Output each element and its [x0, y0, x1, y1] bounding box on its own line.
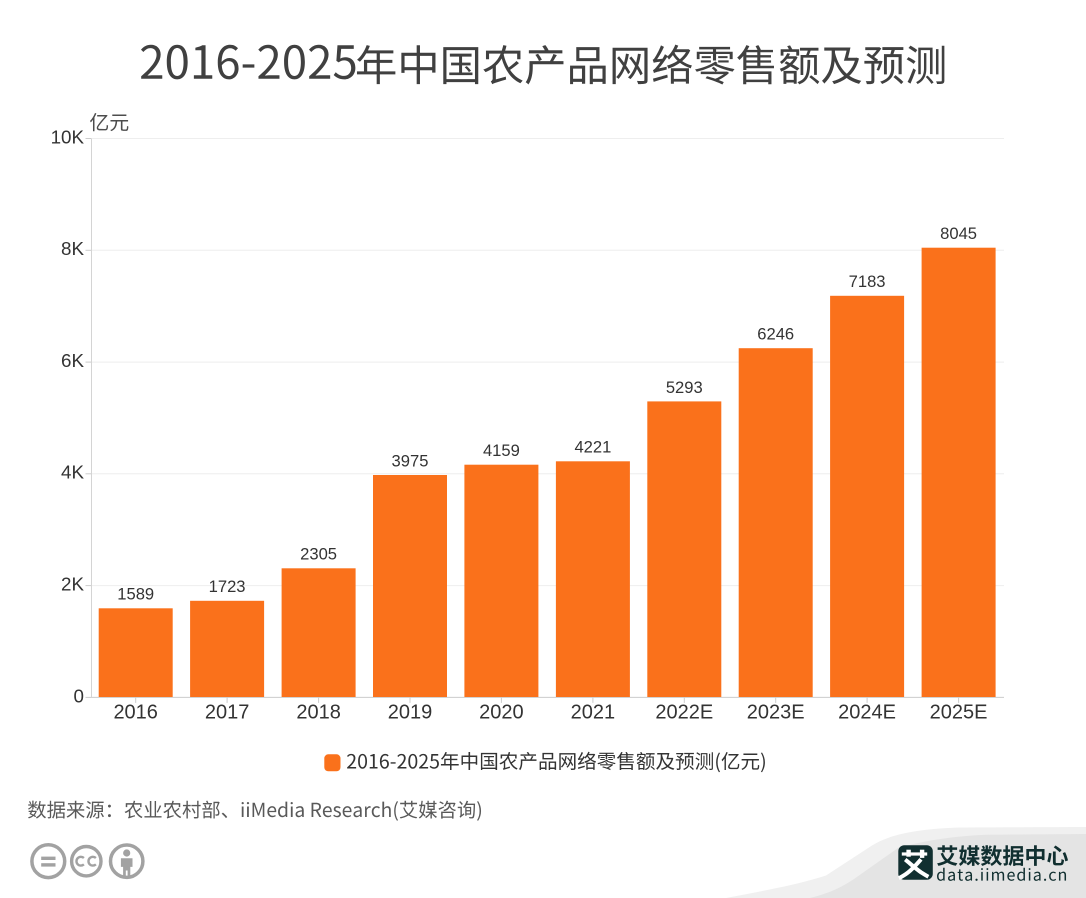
svg-text:3975: 3975 [392, 451, 429, 470]
svg-text:2022E: 2022E [655, 702, 713, 724]
svg-text:6K: 6K [61, 350, 84, 371]
svg-text:2017: 2017 [205, 702, 250, 724]
svg-text:1723: 1723 [209, 577, 246, 596]
svg-text:7183: 7183 [849, 272, 886, 291]
svg-text:2020: 2020 [479, 702, 524, 724]
svg-text:1589: 1589 [117, 585, 154, 604]
svg-text:8045: 8045 [940, 224, 977, 243]
svg-text:2K: 2K [61, 574, 84, 595]
svg-text:5293: 5293 [666, 378, 703, 397]
svg-text:4159: 4159 [483, 441, 520, 460]
svg-text:2305: 2305 [300, 545, 337, 564]
svg-text:4221: 4221 [574, 438, 611, 457]
svg-text:2016: 2016 [113, 702, 158, 724]
svg-text:4K: 4K [61, 462, 84, 483]
svg-text:2018: 2018 [296, 702, 341, 724]
svg-text:2021: 2021 [571, 702, 616, 724]
svg-text:2023E: 2023E [747, 702, 805, 724]
svg-text:6246: 6246 [757, 325, 794, 344]
svg-text:2024E: 2024E [838, 702, 896, 724]
svg-text:8K: 8K [61, 238, 84, 259]
svg-text:2025E: 2025E [930, 702, 988, 724]
svg-text:0: 0 [74, 685, 84, 706]
svg-text:2019: 2019 [388, 702, 433, 724]
svg-text:10K: 10K [51, 126, 85, 147]
